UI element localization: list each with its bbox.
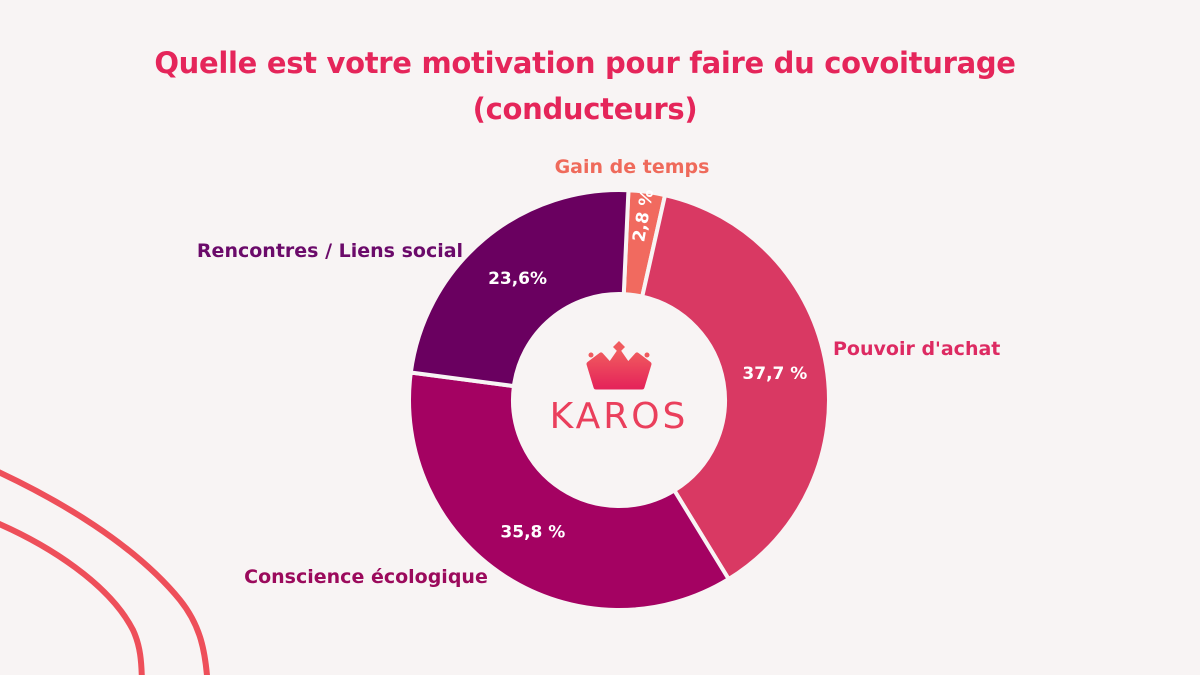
crown-icon <box>586 341 652 390</box>
logo-text: KAROS <box>550 396 689 437</box>
value-label-pouvoir-d-achat: 37,7 % <box>742 364 807 384</box>
karos-logo: KAROS <box>550 341 689 437</box>
category-label-pouvoir-d-achat: Pouvoir d'achat <box>833 338 1001 360</box>
chart-title-line-2: (conducteurs) <box>472 92 698 126</box>
value-label-conscience-ecologique: 35,8 % <box>500 522 565 542</box>
chart-title: Quelle est votre motivation pour faire d… <box>0 40 1170 132</box>
chart-title-line-1: Quelle est votre motivation pour faire d… <box>154 46 1016 80</box>
value-labels: 2,8 %37,7 %35,8 %23,6% <box>488 188 807 543</box>
category-label-conscience-ecologique: Conscience écologique <box>244 566 488 588</box>
category-label-gain-de-temps: Gain de temps <box>554 156 710 178</box>
value-label-rencontres-liens-social: 23,6% <box>488 269 547 289</box>
decorative-curve-inner <box>0 521 145 675</box>
decorative-curve-outer <box>0 469 210 675</box>
donut-hole <box>513 294 725 506</box>
category-label-rencontres-liens-social: Rencontres / Liens social <box>196 240 464 262</box>
decorative-curves <box>0 469 210 675</box>
